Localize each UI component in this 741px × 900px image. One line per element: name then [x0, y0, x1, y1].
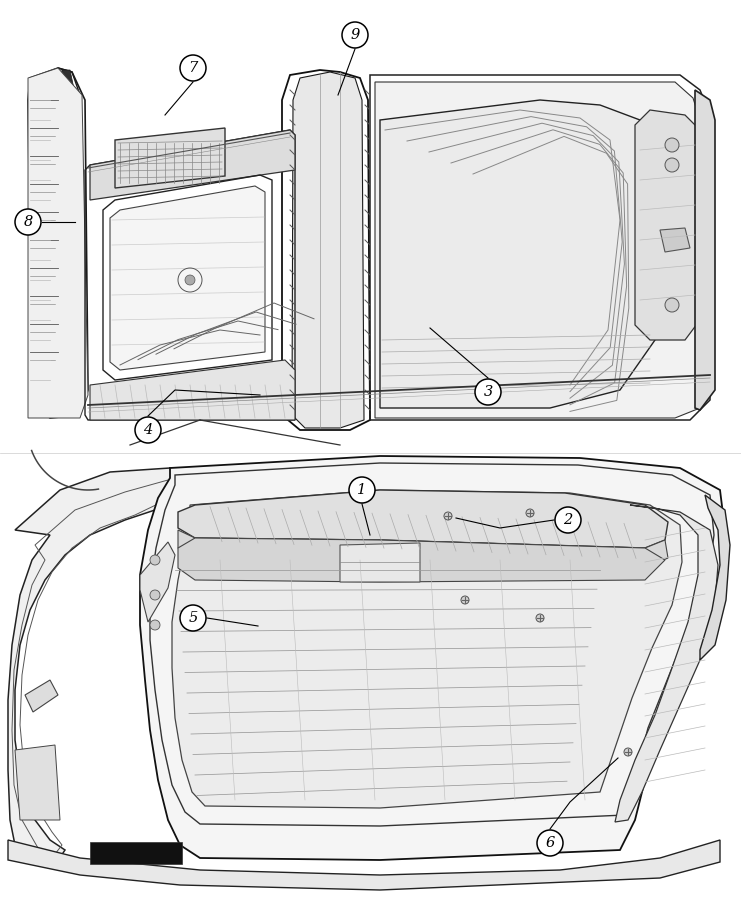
Polygon shape — [660, 228, 690, 252]
Polygon shape — [178, 490, 668, 548]
Polygon shape — [340, 543, 420, 582]
Circle shape — [536, 614, 544, 622]
Circle shape — [475, 379, 501, 405]
Circle shape — [180, 55, 206, 81]
Circle shape — [665, 298, 679, 312]
Polygon shape — [172, 490, 682, 808]
Polygon shape — [15, 745, 60, 820]
Circle shape — [665, 138, 679, 152]
Polygon shape — [700, 495, 730, 660]
Circle shape — [555, 507, 581, 533]
Text: 1: 1 — [357, 483, 367, 497]
Circle shape — [349, 477, 375, 503]
Circle shape — [537, 830, 563, 856]
Polygon shape — [8, 468, 180, 865]
Polygon shape — [695, 90, 715, 410]
Text: 9: 9 — [350, 28, 359, 42]
Bar — [90, 842, 182, 864]
Text: 8: 8 — [24, 215, 33, 229]
Circle shape — [185, 275, 195, 285]
Text: 4: 4 — [143, 423, 153, 437]
Circle shape — [135, 417, 161, 443]
Circle shape — [150, 620, 160, 630]
Circle shape — [150, 555, 160, 565]
Circle shape — [526, 509, 534, 517]
Polygon shape — [115, 128, 225, 188]
Circle shape — [342, 22, 368, 48]
Polygon shape — [110, 186, 265, 370]
Text: 7: 7 — [188, 61, 198, 75]
Bar — [0, 0, 741, 450]
Text: 3: 3 — [483, 385, 493, 399]
Circle shape — [444, 512, 452, 520]
Circle shape — [150, 590, 160, 600]
Polygon shape — [635, 110, 700, 340]
Text: 2: 2 — [563, 513, 573, 527]
Polygon shape — [90, 360, 295, 420]
Polygon shape — [90, 130, 295, 200]
Text: 6: 6 — [545, 836, 554, 850]
Polygon shape — [25, 680, 58, 712]
Polygon shape — [54, 70, 78, 412]
Circle shape — [461, 596, 469, 604]
Circle shape — [665, 158, 679, 172]
Polygon shape — [28, 68, 88, 418]
Polygon shape — [178, 530, 668, 568]
Text: 5: 5 — [188, 611, 198, 625]
Circle shape — [15, 209, 41, 235]
Circle shape — [624, 748, 632, 756]
Polygon shape — [375, 82, 700, 418]
Circle shape — [180, 605, 206, 631]
Polygon shape — [140, 542, 175, 622]
Polygon shape — [380, 100, 665, 408]
Polygon shape — [178, 538, 665, 582]
Polygon shape — [615, 505, 718, 822]
Polygon shape — [140, 456, 725, 860]
Polygon shape — [292, 72, 364, 428]
Polygon shape — [8, 840, 720, 890]
Bar — [0, 455, 741, 900]
